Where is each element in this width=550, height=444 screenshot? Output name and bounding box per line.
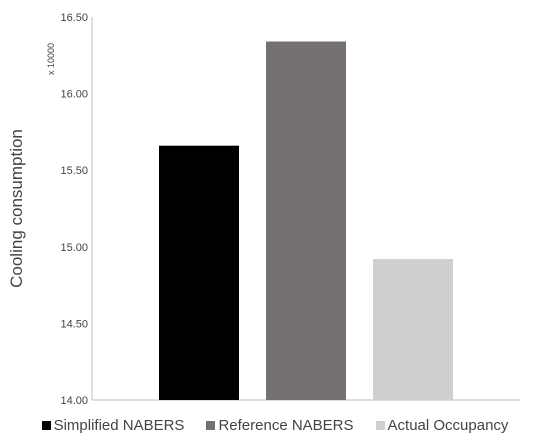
legend-label: Reference NABERS [218, 416, 354, 434]
legend: Simplified NABERS Reference NABERS Actual … [0, 414, 550, 436]
y-tick-label: 14.00 [60, 395, 88, 407]
y-tick-label: 16.00 [60, 89, 88, 101]
y-axis-title: Cooling consumption [7, 129, 26, 288]
bar-reference-nabers [266, 41, 346, 401]
legend-swatch [375, 420, 385, 430]
y-axis-multiplier: x 10000 [46, 43, 56, 75]
y-tick-label: 15.50 [60, 165, 88, 177]
legend-label: Simplified NABERS [53, 416, 185, 434]
bar-simplified-nabers [159, 145, 239, 400]
legend-swatch [41, 420, 51, 430]
legend-swatch [206, 420, 216, 430]
y-axis-ticks: 14.00 14.50 15.00 15.50 16.00 16.50 [60, 12, 88, 407]
legend-item: Actual Occupancy [375, 416, 509, 434]
y-tick-label: 14.50 [60, 318, 88, 330]
y-tick-label: 15.00 [60, 242, 88, 254]
bars [159, 41, 453, 401]
legend-label: Actual Occupancy [387, 416, 509, 434]
bar-actual-occupancy [373, 259, 453, 400]
legend-item: Reference NABERS [206, 416, 354, 434]
legend-item: Simplified NABERS [41, 416, 185, 434]
y-tick-label: 16.50 [60, 12, 88, 24]
